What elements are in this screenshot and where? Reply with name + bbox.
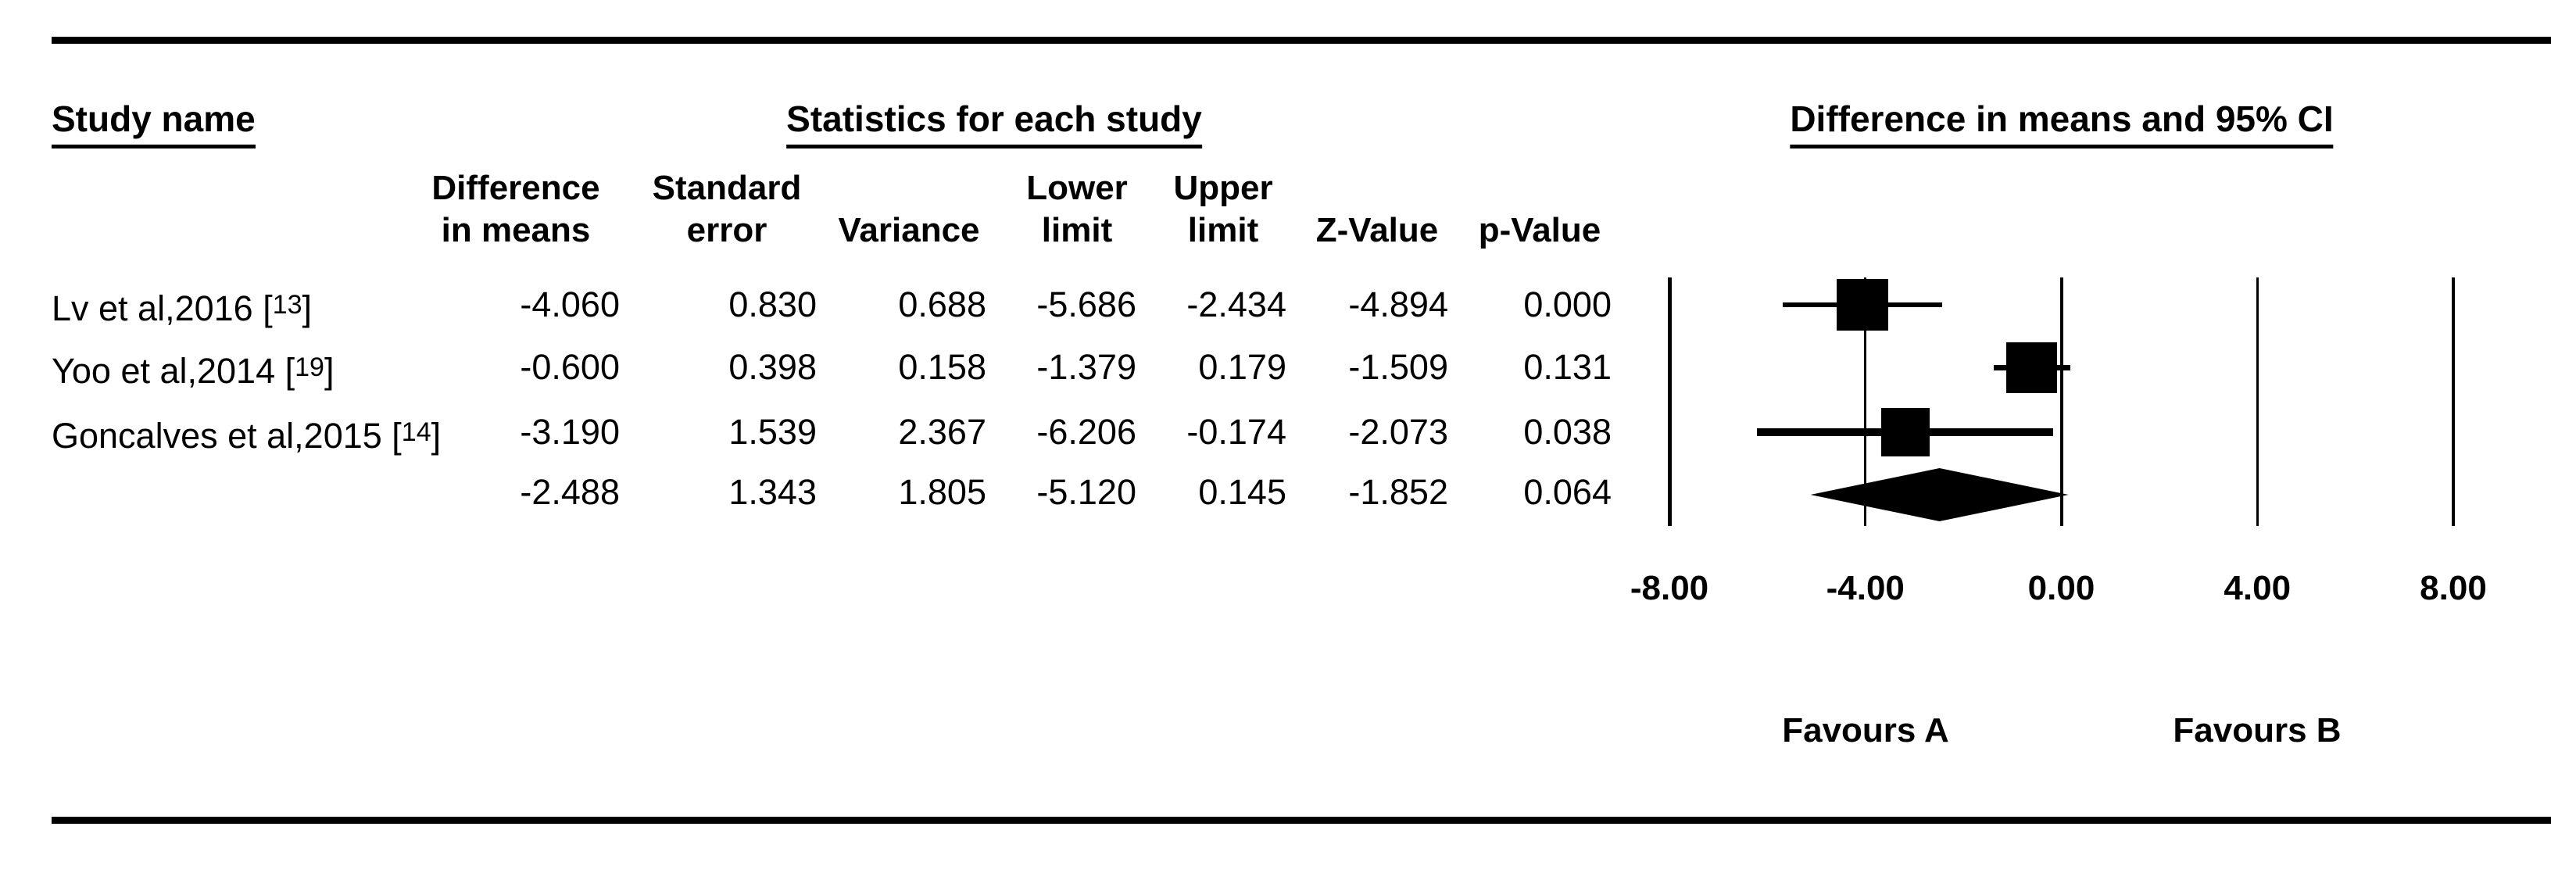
- p-value: 0.000: [1523, 284, 1612, 324]
- citation-bracket-open: [: [263, 288, 273, 328]
- lower-limit-value: -5.120: [1036, 472, 1136, 512]
- study-name-text: Goncalves et al,2015: [52, 416, 392, 456]
- upper-limit-value: 0.179: [1198, 347, 1286, 387]
- study-name: Goncalves et al,2015 [14]: [52, 401, 646, 463]
- table-row: Goncalves et al,2015 [14] -3.190 1.539 2…: [0, 401, 1657, 463]
- column-header-z-value: Z-Value: [1315, 211, 1439, 249]
- axis-tick-label: 8.00: [2420, 569, 2487, 607]
- axis-line: [2059, 277, 2063, 526]
- study-point-marker: [1836, 279, 1888, 331]
- column-header-lower-limit: Lower limit: [1026, 169, 1128, 249]
- citation-bracket-close: ]: [431, 416, 442, 456]
- lower-limit-value: -5.686: [1036, 284, 1136, 324]
- summary-row: -2.488 1.343 1.805 -5.120 0.145 -1.852 0…: [0, 461, 1657, 524]
- citation-bracket-open: [: [284, 351, 295, 391]
- variance-value: 0.158: [898, 347, 986, 387]
- upper-limit-value: -2.434: [1186, 284, 1286, 324]
- variance-value: 1.805: [898, 472, 986, 512]
- p-value: 0.038: [1523, 412, 1612, 452]
- z-value: -1.852: [1348, 472, 1448, 512]
- z-value: -2.073: [1348, 412, 1448, 452]
- variance-value: 0.688: [898, 284, 986, 324]
- z-value: -1.509: [1348, 347, 1448, 387]
- lower-limit-value: -1.379: [1036, 347, 1136, 387]
- column-header-variance: Variance: [838, 211, 980, 249]
- favours-a-label: Favours A: [1782, 711, 1949, 750]
- variance-value: 2.367: [898, 412, 986, 452]
- p-value: 0.064: [1523, 472, 1612, 512]
- standard-error-value: 1.539: [728, 412, 817, 452]
- axis-tick-label: 0.00: [2027, 569, 2095, 607]
- study-name-header: Study name: [52, 98, 256, 148]
- citation-bracket-close: ]: [324, 351, 335, 391]
- table-row: Lv et al,2016 [13] -4.060 0.830 0.688 -5…: [0, 274, 1657, 336]
- ci-header: Difference in means and 95% CI: [1790, 98, 2334, 148]
- p-value: 0.131: [1523, 347, 1612, 387]
- table-row: Yoo et al,2014 [19] -0.600 0.398 0.158 -…: [0, 336, 1657, 399]
- standard-error-value: 0.398: [728, 347, 817, 387]
- study-name-text: Yoo et al,2014: [52, 351, 285, 391]
- favours-b-label: Favours B: [2173, 711, 2342, 750]
- summary-diamond: [1810, 468, 2069, 521]
- top-rule: [52, 37, 2551, 44]
- axis-tick-label: -4.00: [1826, 569, 1905, 607]
- column-header-standard-error: Standard error: [652, 169, 802, 249]
- column-header-p-value: p-Value: [1478, 211, 1601, 249]
- axis-tick-label: -8.00: [1630, 569, 1709, 607]
- lower-limit-value: -6.206: [1036, 412, 1136, 452]
- upper-limit-value: 0.145: [1198, 472, 1286, 512]
- citation-number: 13: [272, 290, 302, 320]
- standard-error-value: 1.343: [728, 472, 817, 512]
- axis-line: [1864, 277, 1867, 526]
- axis-line: [2256, 277, 2259, 526]
- citation-bracket-open: [: [392, 416, 402, 456]
- study-name-text: Lv et al,2016: [52, 288, 263, 328]
- statistics-header: Statistics for each study: [786, 98, 1202, 148]
- difference-in-means-value: -2.488: [520, 472, 620, 512]
- column-header-upper-limit: Upper limit: [1173, 169, 1273, 249]
- bottom-rule: [52, 817, 2551, 824]
- study-point-marker: [1880, 408, 1930, 456]
- axis-line: [1667, 277, 1672, 526]
- study-point-marker: [2006, 342, 2058, 393]
- difference-in-means-value: -4.060: [520, 284, 620, 324]
- citation-bracket-close: ]: [302, 288, 313, 328]
- axis-tick-label: 4.00: [2224, 569, 2292, 607]
- upper-limit-value: -0.174: [1186, 412, 1286, 452]
- z-value: -4.894: [1348, 284, 1448, 324]
- citation-number: 14: [401, 417, 431, 447]
- standard-error-value: 0.830: [728, 284, 817, 324]
- axis-line: [2452, 277, 2455, 526]
- citation-number: 19: [295, 352, 324, 382]
- difference-in-means-value: -0.600: [520, 347, 620, 387]
- column-header-difference-in-means: Difference in means: [431, 169, 600, 249]
- study-name: Yoo et al,2014 [19]: [52, 336, 646, 399]
- difference-in-means-value: -3.190: [520, 412, 620, 452]
- study-name: Lv et al,2016 [13]: [52, 274, 646, 336]
